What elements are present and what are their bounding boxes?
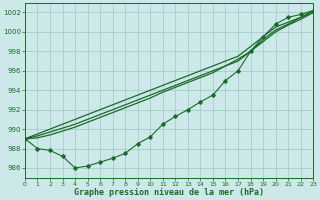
X-axis label: Graphe pression niveau de la mer (hPa): Graphe pression niveau de la mer (hPa) <box>74 188 264 197</box>
